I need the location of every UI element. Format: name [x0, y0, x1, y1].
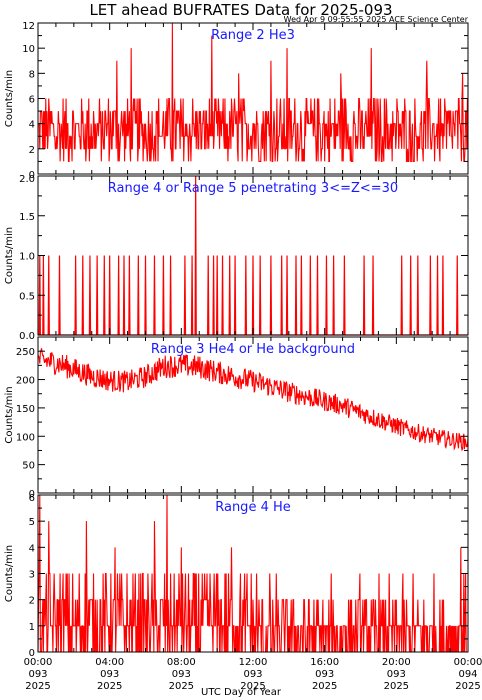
x-tick-year: 2025 — [312, 681, 337, 692]
y-tick-label: 1 — [29, 622, 35, 633]
x-tick-time: 08:00 — [167, 657, 196, 668]
y-tick-label: 2 — [29, 145, 35, 156]
y-tick-label: 50 — [22, 461, 35, 472]
x-tick-year: 2025 — [240, 681, 265, 692]
plot-frame — [37, 336, 469, 494]
panel-label: Range 4 or Range 5 penetrating 3<=Z<=30 — [108, 181, 398, 196]
timestamp-label: Wed Apr 9 09:55:55 2025 ACE Science Cent… — [284, 15, 469, 24]
y-axis-label: Counts/min — [4, 386, 15, 443]
y-tick-label: 1.5 — [19, 212, 35, 223]
y-tick-label: 0.0 — [19, 331, 35, 342]
y-tick-label: 6 — [29, 493, 35, 504]
y-tick-label: 100 — [16, 432, 35, 443]
x-tick-day: 094 — [458, 669, 477, 680]
plot-frame — [37, 22, 469, 175]
series-line — [37, 494, 468, 653]
x-tick-year: 2025 — [384, 681, 409, 692]
x-tick-day: 093 — [315, 669, 334, 680]
y-tick-label: 1.0 — [19, 252, 35, 263]
panel-2: 0.0 0.5 1.0 1.5 2.0 Counts/min Range 4 or Rang… — [4, 174, 469, 342]
y-tick-label: 0 — [29, 170, 35, 181]
x-tick-year: 2025 — [455, 681, 480, 692]
y-tick-label: 4 — [29, 120, 35, 131]
x-tick-day: 093 — [100, 669, 119, 680]
x-tick-year: 2025 — [97, 681, 122, 692]
x-tick-time: 04:00 — [95, 657, 124, 668]
x-tick-year: 2025 — [25, 681, 50, 692]
series-line — [38, 22, 469, 162]
y-axis-label: Counts/min — [4, 70, 15, 127]
y-tick-label: 12 — [22, 21, 35, 32]
y-tick-label: 2.0 — [19, 174, 35, 185]
y-tick-label: 0.5 — [19, 291, 35, 302]
x-tick-time: 20:00 — [382, 657, 411, 668]
y-tick-label: 6 — [29, 95, 35, 106]
y-axis-label: Counts/min — [4, 545, 15, 602]
chart-title: LET ahead BUFRATES Data for 2025-093 — [89, 1, 392, 19]
panel-label: Range 3 He4 or He background — [151, 342, 355, 357]
x-tick-day: 093 — [387, 669, 406, 680]
x-tick-day: 093 — [28, 669, 47, 680]
panel-4: 0 1 2 3 4 5 6 Counts/min Range 4 He — [4, 493, 469, 659]
x-tick-day: 093 — [172, 669, 191, 680]
x-tick-year: 2025 — [169, 681, 194, 692]
y-tick-label: 2 — [29, 596, 35, 607]
y-tick-label: 4 — [29, 543, 35, 554]
y-tick-label: 200 — [16, 376, 35, 387]
y-tick-label: 0 — [29, 489, 35, 500]
x-tick-time: 00:00 — [454, 657, 482, 668]
panel-1: 0 2 4 6 8 10 12 Counts/min Range 2 He3 — [4, 21, 469, 181]
panel-label: Range 2 He3 — [211, 28, 295, 43]
y-axis-label: Counts/min — [4, 227, 15, 284]
y-tick-label: 5 — [29, 517, 35, 528]
x-axis-ticks: 00:00093202504:00093202508:00093202512:0… — [24, 657, 482, 692]
y-tick-label: 10 — [22, 44, 35, 55]
x-tick-time: 16:00 — [310, 657, 339, 668]
x-tick-day: 093 — [243, 669, 262, 680]
panel-3: 0 50 100 150 200 250 Counts/min Range 3 He4 or … — [4, 336, 469, 500]
y-tick-label: 150 — [16, 404, 35, 415]
y-tick-label: 250 — [16, 347, 35, 358]
y-tick-label: 3 — [29, 570, 35, 581]
panel-label: Range 4 He — [215, 500, 291, 515]
x-tick-time: 12:00 — [239, 657, 268, 668]
series-line — [38, 175, 468, 336]
x-tick-time: 00:00 — [24, 657, 53, 668]
y-tick-label: 8 — [29, 69, 35, 80]
series-line — [37, 348, 469, 452]
x-axis-title: UTC Day of Year — [201, 687, 282, 698]
y-tick-label: 0 — [29, 648, 35, 659]
